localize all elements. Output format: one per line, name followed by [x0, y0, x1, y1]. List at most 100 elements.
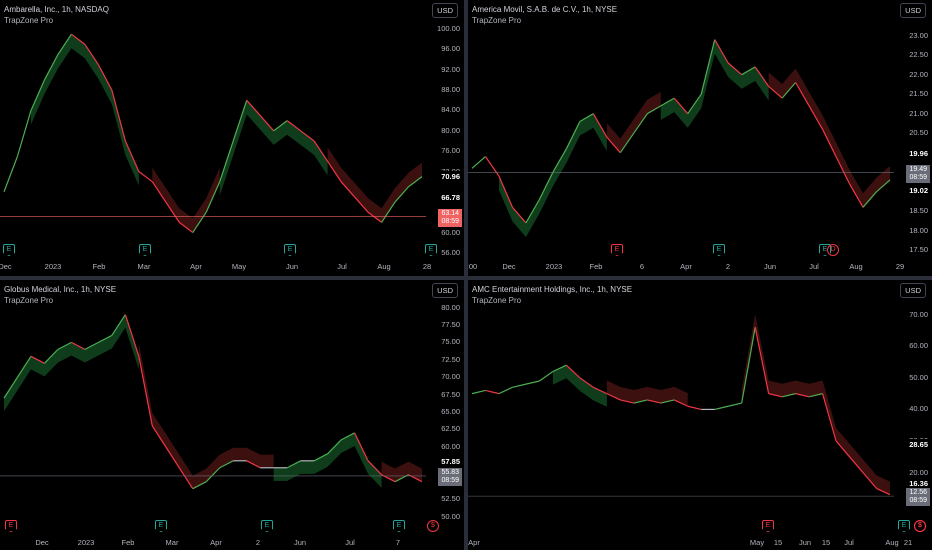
currency-button[interactable]: USD	[432, 283, 458, 298]
trapzone-band	[606, 91, 661, 153]
price-chart[interactable]	[468, 280, 932, 550]
time-axis-tick: Jul	[337, 262, 347, 271]
price-axis[interactable]: 70.0060.0050.0040.0030.0020.0010.0028.65…	[894, 280, 932, 550]
split-event-icon[interactable]: $	[427, 520, 439, 532]
price-segment	[565, 364, 581, 379]
price-axis-tick: 22.50	[909, 50, 928, 60]
indicator-level-label: 16.36	[907, 478, 930, 490]
price-segment	[579, 377, 594, 388]
price-segment	[151, 425, 167, 448]
time-axis-tick: Dec	[0, 262, 12, 271]
time-axis-tick: Jun	[293, 538, 307, 547]
price-segment	[367, 460, 382, 476]
currency-button[interactable]: USD	[900, 283, 926, 298]
time-axis-tick: Aug	[849, 262, 863, 271]
price-segment	[633, 399, 648, 404]
price-segment	[646, 105, 662, 115]
vertical-divider[interactable]	[464, 0, 468, 550]
symbol-title[interactable]: Ambarella, Inc., 1h, NASDAQ	[4, 5, 109, 14]
price-axis-tick: 76.00	[441, 146, 460, 156]
split-event-icon[interactable]: $	[914, 520, 926, 532]
price-axis-tick: 18.50	[909, 206, 928, 216]
price-axis-tick: 65.00	[441, 407, 460, 417]
earnings-event-icon[interactable]: E	[139, 244, 151, 256]
time-axis-tick: 2023	[545, 262, 563, 271]
time-axis-tick: Feb	[589, 262, 603, 271]
earnings-event-icon[interactable]: E	[284, 244, 296, 256]
price-segment	[539, 371, 554, 382]
chart-pane-amc[interactable]: AMC Entertainment Holdings, Inc., 1h, NY…	[468, 280, 932, 550]
symbol-title[interactable]: America Movil, S.A.B. de C.V., 1h, NYSE	[472, 5, 618, 14]
price-axis[interactable]: 100.0096.0092.0088.0084.0080.0076.0072.0…	[426, 0, 464, 276]
price-segment	[781, 393, 796, 398]
price-segment	[138, 356, 153, 427]
price-segment	[313, 140, 329, 162]
indicator-level-label: 19.02	[907, 184, 930, 196]
earnings-event-icon[interactable]: E	[425, 244, 437, 256]
price-axis-tick: 50.00	[909, 372, 928, 382]
price-axis-tick: 60.00	[441, 441, 460, 451]
trapzone-band	[381, 461, 422, 482]
price-segment	[30, 355, 45, 364]
price-segment	[57, 341, 72, 350]
price-segment	[849, 183, 864, 208]
indicator-name[interactable]: TrapZone Pro	[472, 16, 522, 25]
price-segment	[340, 432, 355, 441]
price-segment	[849, 456, 864, 473]
symbol-title[interactable]: AMC Entertainment Holdings, Inc., 1h, NY…	[472, 285, 633, 294]
last-price-tag: 19.49 08:59	[906, 164, 930, 183]
time-axis-tick: 2	[255, 538, 261, 547]
earnings-event-icon[interactable]: E	[898, 520, 910, 532]
price-segment	[165, 446, 180, 469]
price-axis-tick: 80.00	[441, 125, 460, 135]
time-axis-tick: Jun	[285, 262, 299, 271]
trapzone-band	[152, 167, 220, 233]
price-segment	[219, 460, 234, 469]
currency-button[interactable]: USD	[432, 3, 458, 18]
price-segment	[593, 386, 608, 395]
earnings-event-icon[interactable]: E	[3, 244, 15, 256]
earnings-event-icon[interactable]: E	[261, 520, 273, 532]
earnings-event-icon[interactable]: E	[762, 520, 774, 532]
price-segment	[673, 97, 689, 115]
price-segment	[876, 179, 891, 193]
indicator-name[interactable]: TrapZone Pro	[4, 296, 54, 305]
price-chart[interactable]	[0, 0, 464, 276]
last-price-tag: 12.56 08:59	[906, 488, 930, 507]
symbol-title[interactable]: Globus Medical, Inc., 1h, NYSE	[4, 285, 117, 294]
indicator-name[interactable]: TrapZone Pro	[4, 16, 54, 25]
chart-pane-america-movil[interactable]: America Movil, S.A.B. de C.V., 1h, NYSE …	[468, 0, 932, 276]
price-segment	[781, 82, 797, 99]
price-axis-tick: 40.00	[909, 404, 928, 414]
earnings-event-icon[interactable]: E	[713, 244, 725, 256]
indicator-name[interactable]: TrapZone Pro	[472, 296, 522, 305]
time-axis-tick: 29	[895, 262, 905, 271]
earnings-event-icon[interactable]: E	[393, 520, 405, 532]
horizontal-divider[interactable]	[0, 276, 932, 280]
price-segment	[394, 186, 409, 203]
dividend-event-icon[interactable]: D	[827, 244, 839, 256]
earnings-event-icon[interactable]: E	[611, 244, 623, 256]
price-axis[interactable]: 23.0022.5022.0021.5021.0020.5020.0018.50…	[894, 0, 932, 276]
earnings-event-icon[interactable]: E	[155, 520, 167, 532]
chart-pane-ambarella[interactable]: Ambarella, Inc., 1h, NASDAQ TrapZone Pro…	[0, 0, 464, 276]
price-segment	[714, 405, 729, 411]
price-axis-tick: 52.50	[441, 494, 460, 504]
currency-button[interactable]: USD	[900, 3, 926, 18]
price-segment	[808, 393, 823, 398]
time-axis-tick: Apr	[190, 262, 202, 271]
price-chart[interactable]	[468, 0, 932, 276]
trapzone-band	[552, 365, 607, 407]
price-axis[interactable]: 80.00 77.50 75.00 72.50 70.00 67.50 65.00 62.50…	[426, 280, 464, 550]
price-segment	[151, 181, 167, 203]
price-segment	[205, 181, 221, 213]
price-chart[interactable]	[0, 280, 464, 550]
price-segment	[273, 120, 288, 132]
price-axis-tick: 92.00	[441, 64, 460, 74]
price-segment	[124, 314, 140, 357]
price-segment	[313, 453, 328, 462]
price-axis-tick: 21.50	[909, 89, 928, 99]
chart-pane-globus-medical[interactable]: Globus Medical, Inc., 1h, NYSE TrapZone …	[0, 280, 464, 550]
price-axis-tick: 67.50	[441, 389, 460, 399]
earnings-event-icon[interactable]: E	[5, 520, 17, 532]
